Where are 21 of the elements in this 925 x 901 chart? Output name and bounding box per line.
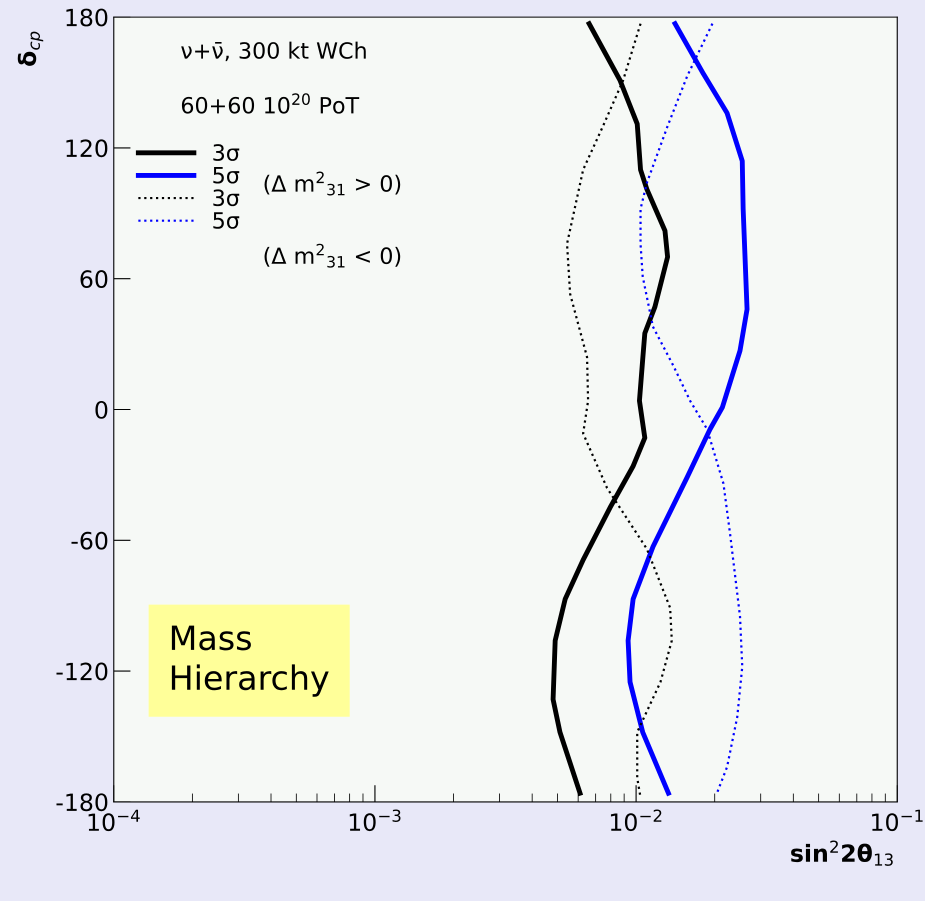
annotation: (Δ m$^{2}$$_{31}$ < 0): [264, 244, 400, 268]
annotation: Mass Hierarchy: [172, 626, 329, 697]
x-tick-label: 10$^{−1}$: [872, 810, 923, 832]
legend-label: 5σ: [213, 167, 240, 184]
x-axis-title: sin$^{2}$2θ$_{13}$: [791, 840, 893, 866]
annotation: (Δ m$^{2}$$_{31}$ > 0): [264, 172, 400, 196]
legend-label: 3σ: [213, 189, 240, 206]
y-tick-label: 0: [95, 400, 108, 419]
y-tick-label: -120: [56, 662, 108, 680]
y-tick-label: -60: [72, 532, 108, 550]
y-axis-title: δ$_{cp}$: [18, 32, 44, 66]
annotation: 60+60 10$^{20}$ PoT: [182, 93, 360, 114]
annotation: ν+ν̄, 300 kt WCh: [181, 42, 366, 62]
y-tick-label: 60: [80, 270, 108, 288]
x-tick-label: 10$^{−3}$: [350, 809, 400, 832]
legend-label: 3σ: [213, 144, 240, 161]
y-tick-label: 180: [66, 8, 108, 26]
y-tick-label: 120: [66, 139, 108, 158]
x-tick-label: 10$^{−2}$: [610, 809, 662, 832]
y-tick-label: -180: [56, 793, 108, 812]
legend-label: 5σ: [213, 212, 240, 229]
